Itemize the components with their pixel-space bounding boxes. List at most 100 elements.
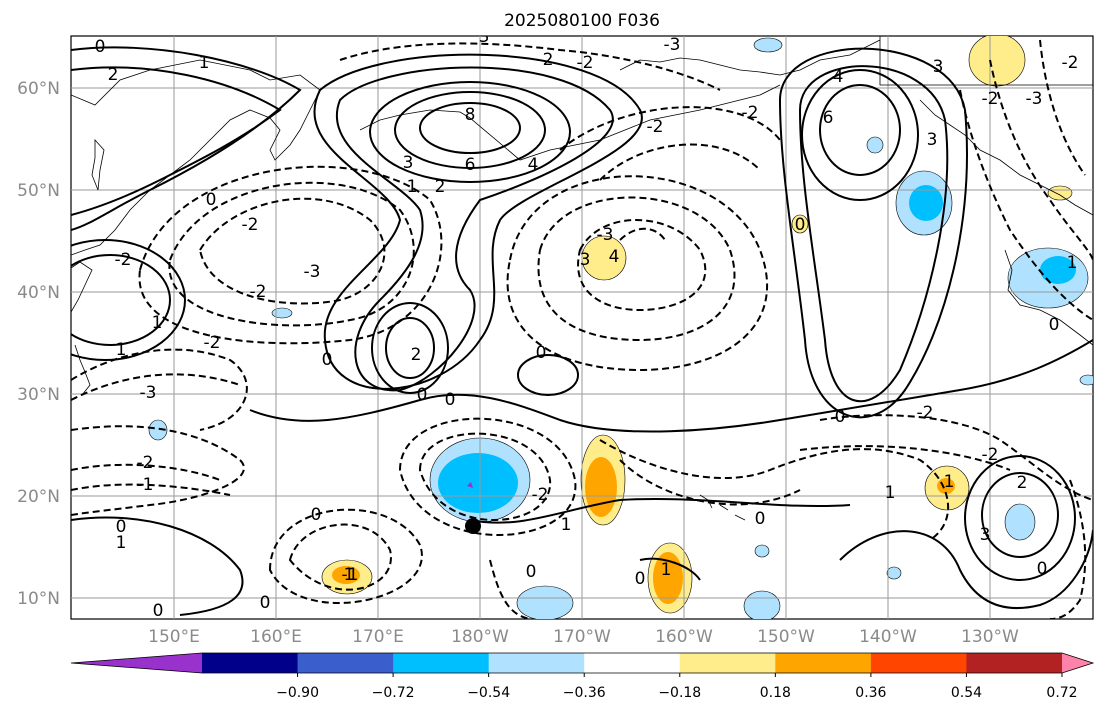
colorbar-tick-label: 0.54: [951, 685, 982, 701]
contour-label: 0: [835, 407, 846, 427]
colorbar-tick-label: −0.36: [563, 685, 606, 701]
contour-label: 1: [1067, 253, 1078, 273]
contour-label: 1: [407, 177, 418, 197]
contour-label: 1: [944, 472, 955, 492]
longitude-ticks: 150°E 160°E 170°E 180°W 170°W 160°W 150°…: [148, 627, 1019, 647]
lon-tick-label: 170°W: [553, 627, 611, 647]
contour-label: 6: [823, 108, 834, 128]
colorbar-tick-label: −0.54: [467, 685, 510, 701]
colorbar-segment: [966, 653, 1063, 673]
lon-tick-label: 130°W: [961, 627, 1019, 647]
colorbar-segment: [202, 653, 299, 673]
colorbar-tick-label: −0.72: [372, 685, 415, 701]
contour-label: 2: [435, 177, 446, 197]
contour-label: 0: [153, 601, 164, 621]
lon-tick-label: 180°W: [451, 627, 509, 647]
contour-label: 3: [403, 153, 414, 173]
contour-label: -1: [137, 475, 154, 495]
contour-label: -2: [537, 50, 554, 70]
storm-center-dot: [467, 482, 473, 488]
lat-tick-label: 10°N: [17, 589, 60, 609]
lon-tick-label: 150°E: [148, 627, 200, 647]
contour-label: 0: [311, 505, 322, 525]
colorbar-extend-high: [1062, 653, 1093, 673]
colorbar-outline: [70, 652, 1095, 674]
contour-label: 1: [152, 313, 163, 333]
contour-label: 1: [561, 515, 572, 535]
contour-label: 4: [528, 155, 539, 175]
contour-label: 1: [116, 340, 127, 360]
contour-label: 0: [795, 215, 806, 235]
contour-label: 0: [445, 390, 456, 410]
contour-label: -3: [304, 262, 321, 282]
map-panel: 8 6 4 3 2 1 6 4 3 1 2 0 2 0 0 -3 -2 -2 -…: [70, 27, 1094, 621]
lat-tick-label: 60°N: [17, 79, 60, 99]
contour-label: 6: [465, 155, 476, 175]
colorbar: −0.90 −0.72 −0.54 −0.36 −0.18 0.18 0.36 0.54 0.7…: [70, 652, 1095, 701]
contour-label: 3: [479, 27, 490, 47]
coastlines: [71, 36, 1093, 521]
contour-label: 0: [635, 569, 646, 589]
contour-label: -3: [1026, 89, 1043, 109]
contour-label: -3: [664, 35, 681, 55]
contour-label: -2: [577, 53, 594, 73]
contour-label: 1: [885, 483, 896, 503]
colorbar-segment: [297, 653, 394, 673]
contour-label: 0: [260, 593, 271, 613]
lat-tick-label: 40°N: [17, 283, 60, 303]
lat-tick-label: 20°N: [17, 487, 60, 507]
contour-label: 0: [526, 562, 537, 582]
contour-label: -2: [250, 282, 267, 302]
lon-tick-label: 150°W: [757, 627, 815, 647]
colorbar-tick-label: −0.90: [276, 685, 319, 701]
contour-label: 4: [833, 67, 844, 87]
contour-label: -3: [597, 225, 614, 245]
lon-tick-label: 160°E: [250, 627, 302, 647]
contour-label: 0: [1037, 559, 1048, 579]
storm-center-marker: [465, 518, 481, 534]
contour-label: -2: [532, 485, 549, 505]
contour-label: -1: [342, 565, 359, 585]
colorbar-tick-label: −0.18: [658, 685, 701, 701]
contour-label: 0: [322, 350, 333, 370]
contour-label: -2: [204, 333, 221, 353]
contour-label: -2: [242, 215, 259, 235]
lon-tick-label: 170°E: [352, 627, 404, 647]
colorbar-tick-label: 0.72: [1046, 685, 1077, 701]
colorbar-segment: [488, 653, 585, 673]
contour-label: 0: [95, 37, 106, 57]
contour-labels: 8 6 4 3 2 1 6 4 3 1 2 0 2 0 0 -3 -2 -2 -…: [95, 27, 1079, 621]
contour-label: -2: [982, 89, 999, 109]
contour-label: 2: [1017, 473, 1028, 493]
contour-label: -2: [137, 453, 154, 473]
contour-label: 3: [980, 525, 991, 545]
contour-label: 0: [206, 190, 217, 210]
contour-label: -2: [742, 103, 759, 123]
contour-label: -2: [917, 403, 934, 423]
contour-label: -2: [1062, 53, 1079, 73]
contour-label: 0: [116, 517, 127, 537]
latitude-ticks: 60°N 50°N 40°N 30°N 20°N 10°N: [17, 79, 60, 609]
contours: [71, 39, 1093, 619]
contour-label: -3: [140, 383, 157, 403]
contour-label: 0: [417, 385, 428, 405]
colorbar-tick-label: 0.36: [855, 685, 886, 701]
lat-tick-label: 50°N: [17, 181, 60, 201]
contour-label: 1: [344, 565, 355, 585]
contour-label: 8: [465, 105, 476, 125]
contour-label: 0: [536, 343, 547, 363]
contour-label: 3: [927, 130, 938, 150]
contour-label: 0: [755, 509, 766, 529]
map-title: 2025080100 F036: [504, 11, 660, 31]
colorbar-tick-label: 0.18: [760, 685, 791, 701]
lon-tick-label: 140°W: [859, 627, 917, 647]
contour-label: 1: [661, 560, 672, 580]
contour-label: 2: [108, 65, 119, 85]
contour-label: 2: [411, 345, 422, 365]
contour-label: 4: [609, 247, 620, 267]
colorbar-segment: [584, 653, 681, 673]
colorbar-segment: [393, 653, 490, 673]
contour-label: 1: [199, 53, 210, 73]
colorbar-extend-low: [71, 653, 202, 673]
